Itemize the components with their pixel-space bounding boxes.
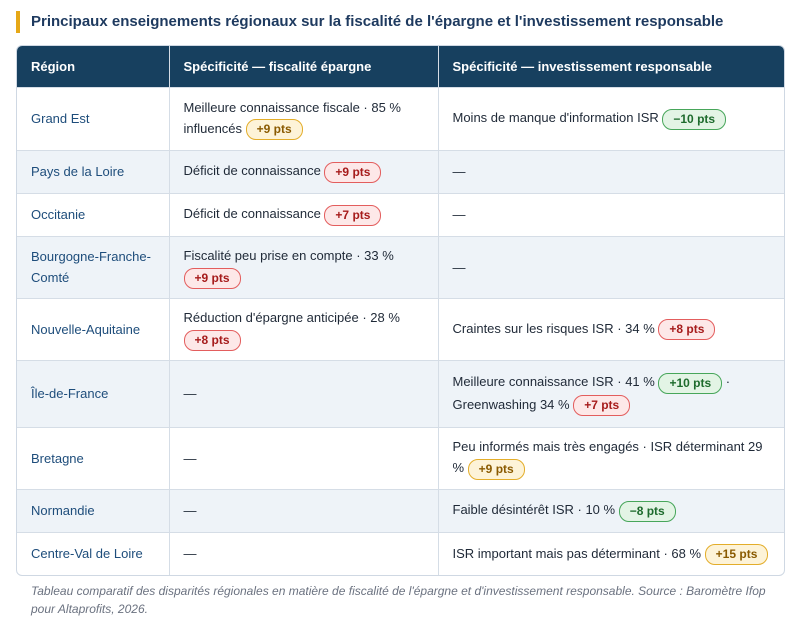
fiscal-cell: Meilleure connaissance fiscale · 85 % in… <box>168 86 438 150</box>
cell-text: — <box>183 386 197 401</box>
isr-cell: Faible désintérêt ISR · 10 % −8 pts <box>437 488 784 532</box>
column-header-region: Région <box>31 58 76 74</box>
fiscal-cell: — <box>168 531 438 575</box>
region-cell: Nouvelle-Aquitaine <box>17 297 169 360</box>
delta-badge: +9 pts <box>467 458 525 480</box>
cell-text: · Greenwashing 34 % <box>452 374 731 412</box>
cell-text: — <box>452 207 466 222</box>
region-cell: Normandie <box>17 488 169 532</box>
isr-cell: Moins de manque d'information ISR −10 pt… <box>437 86 784 150</box>
isr-cell: Craintes sur les risques ISR · 34 % +8 p… <box>437 297 784 360</box>
cell-text: — <box>183 546 197 562</box>
region-cell: Grand Est <box>17 86 169 150</box>
table-row: Occitanie Déficit de connaissance +7 pts — <box>17 192 784 236</box>
comparison-table: Région Spécificité — fiscalité épargne S… <box>17 46 784 575</box>
region-cell: Centre-Val de Loire <box>17 531 169 575</box>
delta-badge: −8 pts <box>618 500 676 522</box>
fiscal-cell: Déficit de connaissance +7 pts <box>168 192 438 236</box>
column-header-isr: Spécificité — investissement responsable <box>437 46 784 87</box>
cell-text: Moins de manque d'information ISR <box>452 110 663 126</box>
isr-cell: ISR important mais pas déterminant · 68 … <box>437 531 784 575</box>
cell-text: Déficit de connaissance <box>183 206 325 222</box>
table-caption: Tableau comparatif des disparités région… <box>31 584 766 616</box>
cell-text: Craintes sur les risques ISR · 34 % <box>452 320 659 336</box>
region-cell: Occitanie <box>17 192 169 236</box>
table-row: Centre-Val de Loire — ISR important mais p… <box>17 531 784 575</box>
table-row: Grand Est Meilleure connaissance fiscale … <box>17 86 784 150</box>
region-cell: Bourgogne-Franche-Comté <box>17 235 169 298</box>
delta-badge: +8 pts <box>658 319 716 341</box>
cell-text: — <box>452 164 466 179</box>
cell-text: Réduction d'épargne anticipée · 28 % <box>183 310 400 326</box>
fiscal-cell: — <box>168 359 438 427</box>
cell-text: Fiscalité peu prise en compte · 33 % <box>183 248 394 264</box>
table-header-row: Région Spécificité — fiscalité épargne S… <box>17 46 784 87</box>
delta-badge: +7 pts <box>324 204 382 226</box>
delta-badge: +9 pts <box>183 267 241 289</box>
cell-text: — <box>183 450 197 466</box>
table-row: Normandie — Faible désintérêt ISR · 10 % −… <box>17 488 784 532</box>
comparison-table-container: Région Spécificité — fiscalité épargne S… <box>16 45 785 576</box>
fiscal-cell: Déficit de connaissance +9 pts <box>168 149 438 193</box>
table-row: Nouvelle-Aquitaine Réduction d'épargne an… <box>17 297 784 360</box>
delta-badge: +8 pts <box>183 329 241 351</box>
column-header-fiscal: Spécificité — fiscalité épargne <box>168 46 438 87</box>
delta-badge: −10 pts <box>662 108 727 130</box>
cell-text: Faible désintérêt ISR · 10 % <box>452 502 619 518</box>
region-cell: Pays de la Loire <box>17 149 169 193</box>
fiscal-cell: — <box>168 488 438 532</box>
fiscal-cell: — <box>168 426 438 489</box>
cell-text: — <box>452 259 466 275</box>
page-title: Principaux enseignements régionaux sur l… <box>16 11 723 33</box>
delta-badge: +10 pts <box>658 372 723 394</box>
cell-text: Meilleure connaissance fiscale · 85 % in… <box>183 99 402 136</box>
cell-text: Déficit de connaissance <box>183 163 325 179</box>
table-row: Bourgogne-Franche-Comté Fiscalité peu pri… <box>17 235 784 298</box>
table-row: Pays de la Loire Déficit de connaissance … <box>17 149 784 193</box>
table-row: Bretagne — Peu informés mais très engagés … <box>17 426 784 489</box>
delta-badge: +9 pts <box>324 161 382 183</box>
isr-cell: — <box>437 192 784 236</box>
isr-cell: — <box>437 235 784 298</box>
isr-cell: Peu informés mais très engagés · ISR dét… <box>437 426 784 489</box>
table-row: Île-de-France — Meilleure connaissance ISR… <box>17 359 784 427</box>
cell-text: Peu informés mais très engagés · ISR dét… <box>452 439 763 476</box>
fiscal-cell: Fiscalité peu prise en compte · 33 % +9 … <box>168 235 438 298</box>
cell-text: Meilleure connaissance ISR · 41 % <box>452 374 659 390</box>
isr-cell: Meilleure connaissance ISR · 41 % +10 pt… <box>437 359 784 427</box>
cell-text: ISR important mais pas déterminant · 68 … <box>452 545 705 561</box>
fiscal-cell: Réduction d'épargne anticipée · 28 % +8 … <box>168 297 438 360</box>
region-cell: Île-de-France <box>17 359 169 427</box>
delta-badge: +7 pts <box>573 394 631 416</box>
delta-badge: +15 pts <box>704 543 769 565</box>
cell-text: — <box>183 503 197 518</box>
region-cell: Bretagne <box>17 426 169 489</box>
delta-badge: +9 pts <box>245 119 303 141</box>
isr-cell: — <box>437 149 784 193</box>
